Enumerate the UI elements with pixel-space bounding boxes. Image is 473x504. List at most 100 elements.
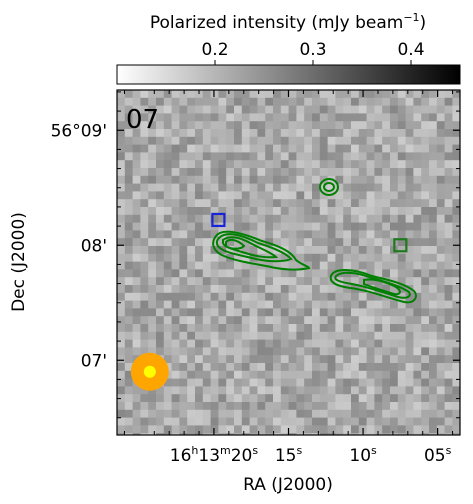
map-pixel	[296, 183, 305, 192]
map-pixel	[163, 402, 172, 411]
map-pixel	[444, 316, 453, 325]
map-pixel	[319, 425, 328, 434]
map-pixel	[148, 121, 157, 130]
map-pixel	[280, 331, 289, 340]
map-pixel	[366, 183, 375, 192]
map-pixel	[382, 386, 391, 395]
map-pixel	[195, 253, 204, 262]
map-pixel	[366, 136, 375, 145]
map-pixel	[343, 207, 352, 216]
map-pixel	[366, 347, 375, 356]
map-pixel	[397, 417, 406, 426]
map-pixel	[390, 402, 399, 411]
map-pixel	[257, 113, 266, 122]
map-pixel	[234, 417, 243, 426]
map-pixel	[429, 261, 438, 270]
map-pixel	[280, 425, 289, 434]
map-pixel	[226, 433, 235, 435]
map-pixel	[366, 394, 375, 403]
map-pixel	[249, 308, 258, 317]
map-pixel	[171, 339, 180, 348]
y-tick-labels: 56°09'08'07'	[51, 121, 107, 371]
map-pixel	[327, 136, 336, 145]
map-pixel	[296, 285, 305, 294]
map-pixel	[327, 433, 336, 435]
map-pixel	[148, 417, 157, 426]
map-pixel	[171, 308, 180, 317]
map-pixel	[452, 363, 460, 372]
map-pixel	[397, 90, 406, 99]
map-pixel	[312, 253, 321, 262]
map-pixel	[312, 386, 321, 395]
map-pixel	[202, 105, 211, 114]
map-pixel	[156, 316, 165, 325]
map-pixel	[202, 409, 211, 418]
map-pixel	[210, 238, 219, 247]
map-pixel	[179, 261, 188, 270]
map-pixel	[210, 339, 219, 348]
map-pixel	[218, 136, 227, 145]
map-pixel	[124, 207, 133, 216]
map-pixel	[132, 238, 141, 247]
map-pixel	[382, 191, 391, 200]
map-pixel	[390, 370, 399, 379]
map-pixel	[358, 292, 367, 301]
map-pixel	[124, 144, 133, 153]
map-pixel	[117, 90, 126, 99]
map-pixel	[148, 90, 157, 99]
map-pixel	[366, 386, 375, 395]
map-pixel	[358, 168, 367, 177]
map-pixel	[413, 121, 422, 130]
map-pixel	[319, 331, 328, 340]
map-pixel	[343, 331, 352, 340]
map-pixel	[187, 144, 196, 153]
map-pixel	[296, 230, 305, 239]
map-pixel	[187, 97, 196, 106]
map-pixel	[382, 160, 391, 169]
map-pixel	[218, 191, 227, 200]
map-pixel	[421, 378, 430, 387]
map-pixel	[436, 394, 445, 403]
map-pixel	[265, 246, 274, 255]
map-pixel	[257, 199, 266, 208]
map-pixel	[132, 136, 141, 145]
map-pixel	[280, 417, 289, 426]
map-pixel	[358, 324, 367, 333]
map-pixel	[195, 300, 204, 309]
map-pixel	[304, 347, 313, 356]
map-pixel	[218, 152, 227, 161]
map-pixel	[335, 113, 344, 122]
map-pixel	[156, 175, 165, 184]
map-pixel	[335, 253, 344, 262]
map-pixel	[265, 277, 274, 286]
map-pixel	[296, 300, 305, 309]
map-pixel	[241, 425, 250, 434]
map-pixel	[249, 363, 258, 372]
map-pixel	[335, 402, 344, 411]
map-pixel	[124, 214, 133, 223]
map-pixel	[140, 121, 149, 130]
map-pixel	[171, 402, 180, 411]
colorbar-tick-label: 0.2	[201, 40, 228, 60]
map-pixel	[234, 355, 243, 364]
map-pixel	[249, 97, 258, 106]
map-pixel	[171, 121, 180, 130]
map-pixel	[366, 144, 375, 153]
map-pixel	[257, 425, 266, 434]
map-pixel	[374, 370, 383, 379]
map-pixel	[296, 238, 305, 247]
map-pixel	[218, 113, 227, 122]
map-pixel	[226, 90, 235, 99]
map-pixel	[257, 105, 266, 114]
map-pixel	[140, 285, 149, 294]
map-pixel	[257, 160, 266, 169]
map-pixel	[241, 207, 250, 216]
map-pixel	[156, 230, 165, 239]
map-pixel	[444, 97, 453, 106]
map-pixel	[257, 285, 266, 294]
map-pixel	[405, 207, 414, 216]
map-pixel	[171, 409, 180, 418]
map-pixel	[413, 261, 422, 270]
map-pixel	[351, 316, 360, 325]
map-pixel	[171, 292, 180, 301]
